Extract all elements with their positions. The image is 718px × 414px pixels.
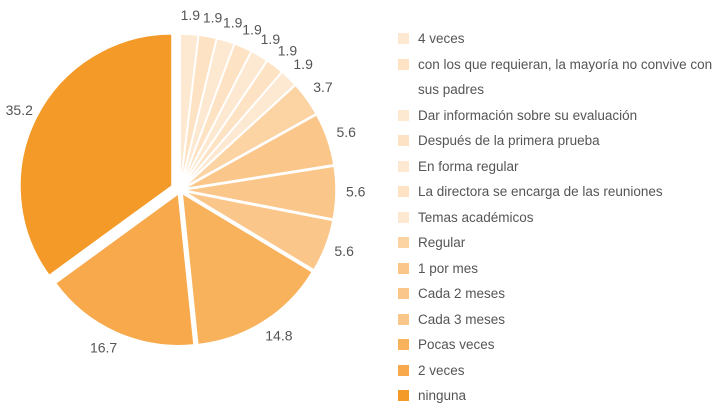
data-label: 3.7: [313, 79, 333, 95]
legend-item: En forma regular: [398, 154, 716, 180]
data-label: 1.9: [242, 22, 262, 38]
pie-slice: [181, 191, 314, 346]
legend-swatch: [398, 186, 409, 197]
pie-slice: [183, 113, 335, 190]
legend-label: Cada 2 meses: [418, 286, 506, 301]
legend-item: 4 veces: [398, 26, 716, 52]
legend-label: Después de la primera prueba: [418, 133, 600, 148]
legend-item: Cada 3 meses: [398, 307, 716, 333]
legend-swatch: [398, 313, 409, 325]
legend-label: La directora se encarga de las reuniones: [418, 184, 663, 199]
data-label: 35.2: [6, 102, 33, 118]
legend-item: 2 veces: [398, 358, 716, 384]
legend-swatch: [398, 339, 409, 350]
pie-slice: [183, 190, 334, 271]
legend-swatch: [398, 262, 409, 274]
legend-label: Temas académicos: [418, 209, 534, 225]
legend-label: 1 por mes: [418, 260, 479, 276]
legend-item: 1 por mes: [398, 256, 716, 282]
pie-slice: [183, 165, 337, 220]
data-label: 1.9: [181, 7, 201, 23]
legend-swatch: [398, 109, 409, 121]
legend-label: Regular: [418, 235, 466, 250]
data-label: 1.9: [223, 14, 243, 30]
data-label: 5.6: [346, 184, 366, 200]
legend-item: Pocas veces: [398, 332, 716, 358]
legend-item: con los que requieran, la mayoría no con…: [398, 52, 716, 103]
legend-label: Dar información sobre su evaluación: [418, 107, 638, 123]
legend-label: con los que requieran, la mayoría no con…: [418, 56, 713, 98]
legend-item: Cada 2 meses: [398, 281, 716, 307]
data-label: 14.8: [265, 328, 292, 344]
legend-label: ninguna: [418, 388, 467, 403]
legend-swatch: [398, 390, 409, 401]
legend-label: 2 veces: [418, 362, 465, 378]
legend-item: Dar información sobre su evaluación: [398, 103, 716, 129]
legend-swatch: [398, 58, 409, 70]
legend-label: En forma regular: [418, 158, 519, 174]
data-label: 5.6: [336, 124, 356, 140]
legend-swatch: [398, 33, 409, 44]
data-label: 1.9: [261, 31, 281, 47]
legend-item: Regular: [398, 230, 716, 256]
pie-slice: [182, 84, 318, 189]
legend-item: ninguna: [398, 383, 716, 409]
legend-swatch: [398, 364, 409, 376]
data-label: 1.9: [203, 9, 223, 25]
legend-label: 4 veces: [418, 31, 465, 46]
pie-slice: [54, 192, 195, 347]
legend-item: Después de la primera prueba: [398, 128, 716, 154]
legend-label: Pocas veces: [418, 337, 495, 352]
legend-label: Cada 3 meses: [418, 311, 506, 327]
legend-item: Temas académicos: [398, 205, 716, 231]
legend: 4 veces con los que requieran, la mayoría…: [398, 26, 716, 409]
data-label: 1.9: [278, 43, 298, 59]
legend-swatch: [398, 237, 409, 248]
legend-swatch: [398, 135, 409, 146]
data-label: 16.7: [90, 340, 117, 356]
pie-slice: [19, 33, 173, 277]
data-label: 5.6: [334, 243, 354, 259]
legend-swatch: [398, 160, 409, 172]
legend-swatch: [398, 288, 409, 299]
legend-item: La directora se encarga de las reuniones: [398, 179, 716, 205]
data-label: 1.9: [293, 56, 313, 72]
legend-swatch: [398, 211, 409, 223]
